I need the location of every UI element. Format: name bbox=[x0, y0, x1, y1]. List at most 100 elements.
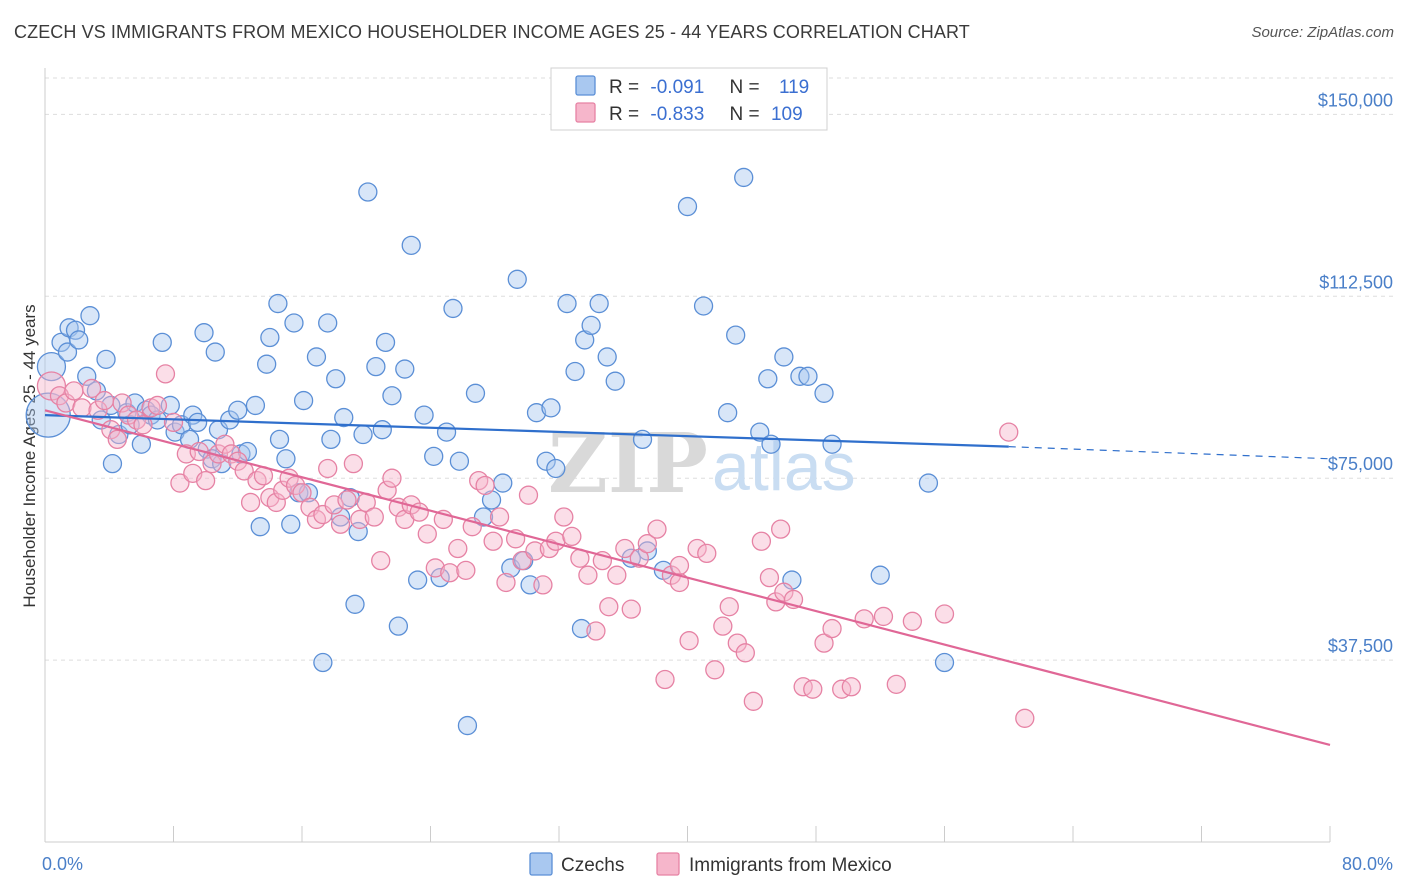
mexico-point bbox=[554, 507, 574, 527]
czechs-point bbox=[407, 570, 428, 590]
czechs-point bbox=[637, 541, 657, 561]
legend-r-value-czechs: -0.091 bbox=[650, 77, 704, 98]
czechs-point bbox=[194, 323, 214, 343]
source-label: Source: ZipAtlas.com bbox=[1251, 24, 1394, 41]
czechs-point bbox=[326, 369, 346, 389]
mexico-point bbox=[751, 531, 772, 551]
legend-box bbox=[550, 67, 828, 131]
czechs-point bbox=[424, 446, 444, 467]
x-tick-labels: 0.0% 80.0% bbox=[42, 854, 1393, 874]
czechs-point bbox=[358, 182, 378, 202]
czechs-point bbox=[546, 458, 566, 479]
mexico-point bbox=[240, 492, 261, 513]
czechs-point bbox=[605, 371, 625, 391]
czechs-point bbox=[557, 293, 577, 314]
mexico-point bbox=[364, 507, 384, 527]
czechs-point bbox=[260, 327, 280, 348]
y-tick-label: $37,500 bbox=[1328, 636, 1393, 656]
czechs-point bbox=[798, 366, 818, 386]
czechs-point bbox=[443, 298, 463, 319]
legend-n-value-czechs: 119 bbox=[779, 77, 809, 98]
czechs-point bbox=[465, 383, 486, 403]
czechs-point bbox=[306, 347, 327, 367]
czechs-point bbox=[228, 400, 248, 420]
mexico-point bbox=[292, 483, 312, 503]
czechs-point bbox=[276, 449, 296, 469]
czechs-point bbox=[205, 342, 225, 362]
grid-lines bbox=[45, 77, 1395, 661]
czechs-point bbox=[870, 565, 890, 585]
czechs-point bbox=[493, 473, 513, 493]
mexico-point bbox=[266, 492, 286, 513]
czechs-point bbox=[693, 296, 714, 316]
mexico-point bbox=[425, 558, 445, 578]
mexico-point bbox=[578, 565, 598, 585]
czechs-point bbox=[726, 325, 746, 345]
czechs-point bbox=[375, 332, 396, 353]
czechs-point bbox=[414, 405, 434, 425]
mexico-point bbox=[448, 538, 468, 559]
czechs-point bbox=[734, 167, 754, 188]
mexico-point bbox=[599, 597, 619, 617]
chart-title: CZECH VS IMMIGRANTS FROM MEXICO HOUSEHOL… bbox=[14, 22, 970, 42]
czechs-point bbox=[281, 514, 301, 534]
czechs-trend-line bbox=[44, 414, 1009, 448]
czechs-point bbox=[457, 715, 478, 736]
legend-r-value-mexico: -0.833 bbox=[650, 104, 704, 125]
mexico-point bbox=[621, 599, 641, 619]
mexico-point bbox=[873, 606, 894, 627]
trend-lines bbox=[44, 409, 1331, 747]
mexico-point bbox=[814, 633, 834, 653]
y-tick-label: $150,000 bbox=[1318, 90, 1393, 110]
mexico-point bbox=[533, 575, 553, 595]
y-tick-labels: $37,500 $75,000 $112,500 $150,000 bbox=[1318, 90, 1393, 656]
watermark-zip: ZIP bbox=[548, 416, 708, 512]
mexico-point bbox=[456, 560, 476, 581]
mexico-point bbox=[417, 524, 437, 544]
czechs-point bbox=[597, 347, 617, 367]
czechs-point bbox=[80, 306, 100, 326]
mexico-point bbox=[518, 485, 539, 505]
mexico-point bbox=[64, 381, 84, 401]
legend-swatch-mexico bbox=[575, 102, 596, 123]
czechs-point bbox=[589, 293, 609, 314]
mexico-point bbox=[88, 400, 108, 420]
mexico-point bbox=[705, 660, 725, 680]
czechs-point bbox=[353, 424, 373, 445]
czechs-point bbox=[507, 269, 527, 289]
mexico-point bbox=[107, 429, 127, 450]
mexico-point bbox=[999, 422, 1019, 442]
x-tick-label: 80.0% bbox=[1342, 854, 1393, 874]
mexico-point bbox=[475, 475, 495, 496]
mexico-point bbox=[735, 643, 755, 663]
x-tick-label: 0.0% bbox=[42, 854, 83, 874]
y-tick-label: $112,500 bbox=[1319, 272, 1393, 292]
mexico-point bbox=[586, 621, 606, 641]
mexico-point bbox=[886, 674, 906, 694]
bottom-legend-swatch-mexico bbox=[656, 852, 680, 876]
czechs-point bbox=[269, 429, 290, 450]
czechs-point bbox=[388, 616, 409, 636]
mexico-point bbox=[195, 470, 216, 491]
svg-text:R = -0.091 N =: R = -0.091 N = 119 bbox=[609, 77, 809, 98]
czechs-point bbox=[581, 315, 601, 336]
mexico-point bbox=[655, 669, 675, 690]
czechs-point bbox=[750, 422, 770, 442]
czechs-point bbox=[395, 359, 415, 379]
czechs-point bbox=[268, 293, 288, 314]
legend-swatch-czechs bbox=[575, 75, 596, 96]
czechs-point bbox=[345, 594, 365, 614]
czechs-point bbox=[774, 347, 794, 367]
mexico-point bbox=[49, 386, 70, 406]
mexico-point bbox=[687, 538, 707, 559]
mexico-point bbox=[343, 453, 364, 474]
mexico-point bbox=[803, 679, 823, 699]
y-tick-label: $75,000 bbox=[1328, 454, 1393, 474]
czechs-point bbox=[102, 453, 123, 474]
czechs-point bbox=[372, 420, 392, 440]
czechs-point bbox=[526, 403, 547, 423]
mexico-point bbox=[81, 378, 102, 399]
czechs-point bbox=[187, 412, 208, 433]
czechs-point bbox=[245, 395, 266, 416]
